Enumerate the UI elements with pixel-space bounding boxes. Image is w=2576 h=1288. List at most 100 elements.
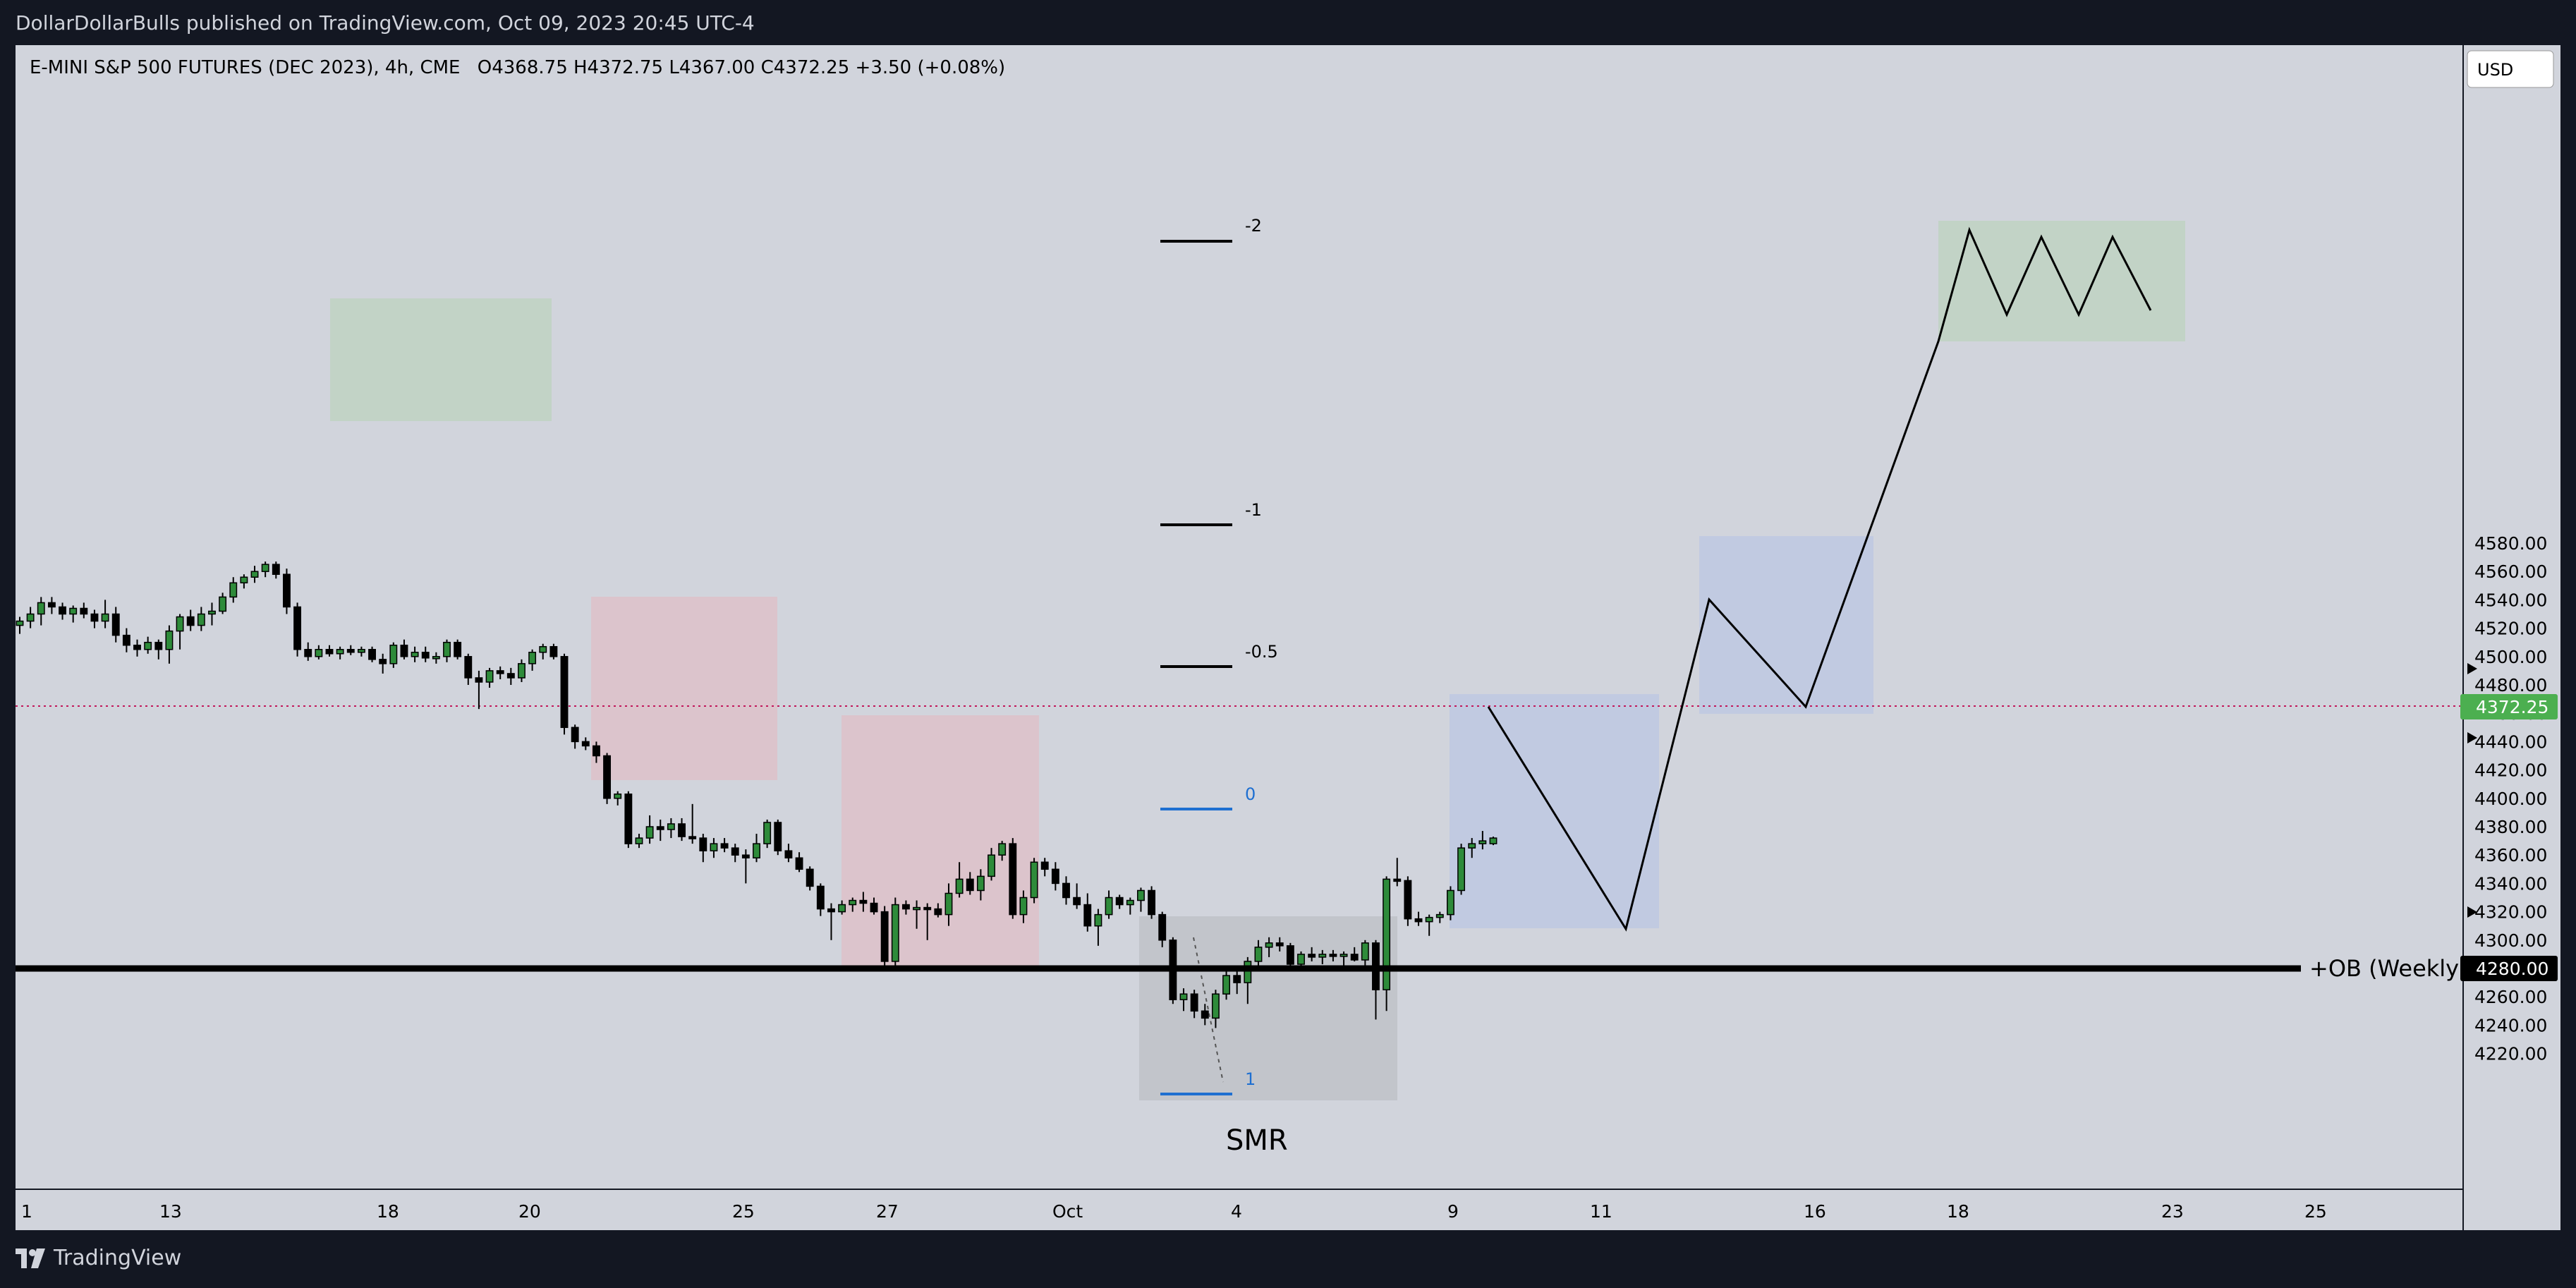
last-price-tag bbox=[2460, 694, 2558, 719]
candle-body bbox=[261, 564, 269, 572]
candle bbox=[379, 653, 387, 674]
candle bbox=[1489, 837, 1497, 846]
candle bbox=[913, 900, 921, 929]
candle bbox=[1040, 858, 1049, 877]
candle bbox=[37, 597, 45, 626]
candle-body bbox=[913, 906, 921, 911]
candle-body bbox=[379, 659, 387, 664]
candle bbox=[1308, 947, 1316, 961]
candle bbox=[1329, 949, 1337, 961]
price-tick-label: 4520.00 bbox=[2474, 619, 2547, 639]
candle-body bbox=[1179, 993, 1188, 1000]
candle bbox=[549, 643, 558, 660]
candle bbox=[1425, 914, 1433, 936]
candle bbox=[293, 602, 302, 657]
candle-body bbox=[59, 606, 66, 615]
candle bbox=[1350, 947, 1359, 961]
candle bbox=[1030, 858, 1038, 904]
candle-body bbox=[80, 607, 88, 615]
candle bbox=[635, 834, 643, 849]
candle-body bbox=[464, 656, 473, 679]
candle bbox=[261, 561, 269, 578]
candle-body bbox=[645, 826, 654, 839]
price-tick-label: 4580.00 bbox=[2474, 533, 2547, 554]
candle bbox=[838, 900, 846, 915]
candle bbox=[1457, 844, 1466, 895]
price-axis[interactable]: 4220.00 4240.00 4260.00 4280.00 4300.00 4320.… bbox=[2474, 533, 2547, 1064]
candle-body bbox=[240, 576, 248, 584]
candle bbox=[80, 602, 88, 619]
candle-body bbox=[325, 649, 334, 655]
candle-body bbox=[1073, 897, 1081, 906]
currency-button[interactable] bbox=[2467, 50, 2554, 88]
candle bbox=[101, 600, 109, 628]
fib-label-0: 0 bbox=[1245, 784, 1256, 804]
candle-body bbox=[400, 644, 408, 657]
candle bbox=[111, 607, 120, 643]
candle-body bbox=[859, 899, 868, 904]
candle bbox=[1062, 876, 1070, 905]
time-tick-label: 13 bbox=[159, 1201, 182, 1222]
candlestick-chart[interactable]: -2 -1 -0.5 0 1 +OB (Weekly) SMR E-MINI S… bbox=[16, 45, 2560, 1230]
candle-body bbox=[1297, 954, 1305, 965]
candle bbox=[1478, 831, 1487, 850]
candle-body bbox=[1051, 868, 1059, 885]
candle bbox=[560, 653, 569, 735]
candle bbox=[923, 903, 932, 940]
candle-body bbox=[1286, 945, 1294, 965]
time-axis[interactable]: 1 13 18 20 25 27 Oct 4 9 11 16 18 23 25 bbox=[21, 1201, 2327, 1222]
candle bbox=[1094, 909, 1102, 946]
candle-body bbox=[1308, 954, 1316, 958]
candle bbox=[1244, 956, 1252, 1004]
candle bbox=[90, 609, 99, 628]
candle-body bbox=[1244, 961, 1252, 983]
candle-body bbox=[710, 843, 718, 851]
time-tick-label: 18 bbox=[1947, 1201, 1969, 1222]
candle bbox=[539, 643, 547, 660]
chart-area[interactable]: -2 -1 -0.5 0 1 +OB (Weekly) SMR E-MINI S… bbox=[16, 45, 2560, 1230]
candle bbox=[421, 646, 430, 662]
candle-body bbox=[998, 843, 1007, 856]
candle-body bbox=[176, 616, 184, 632]
candle-body bbox=[699, 837, 707, 851]
candle-body bbox=[1318, 954, 1327, 958]
candle-body bbox=[133, 644, 141, 650]
candle-body bbox=[111, 613, 120, 636]
candle bbox=[753, 834, 760, 863]
candle-body bbox=[496, 670, 504, 674]
candle-body bbox=[101, 613, 109, 622]
candle bbox=[891, 897, 899, 968]
candle bbox=[304, 642, 312, 661]
candle-body bbox=[849, 899, 857, 906]
currency-label: USD bbox=[2477, 60, 2513, 80]
candle-body bbox=[1468, 843, 1476, 849]
candle bbox=[144, 636, 152, 654]
candle-body bbox=[1233, 975, 1241, 983]
candle bbox=[1435, 911, 1444, 923]
candle bbox=[667, 818, 675, 839]
footer-bar: TradingView bbox=[0, 1230, 2576, 1288]
candle-body bbox=[90, 613, 99, 622]
candle bbox=[1447, 886, 1454, 921]
price-arrow-2 bbox=[2467, 732, 2477, 743]
candle bbox=[315, 645, 323, 660]
fib-label-1: 1 bbox=[1245, 1069, 1256, 1089]
candle bbox=[678, 818, 686, 842]
candle bbox=[219, 593, 227, 614]
candle bbox=[656, 819, 664, 842]
candle bbox=[571, 724, 579, 749]
time-tick-label: 23 bbox=[2161, 1201, 2184, 1222]
candle-body bbox=[774, 822, 782, 851]
time-tick-label: 20 bbox=[518, 1201, 541, 1222]
ohlc-summary: O4368.75 H4372.75 L4367.00 C4372.25 +3.5… bbox=[478, 57, 1005, 78]
candle-body bbox=[1265, 942, 1273, 948]
candle bbox=[1148, 886, 1156, 919]
candle-body bbox=[208, 610, 216, 615]
candle-body bbox=[688, 836, 697, 839]
candle bbox=[1009, 838, 1017, 919]
candle bbox=[59, 602, 66, 620]
candle bbox=[1318, 949, 1327, 964]
candle-body bbox=[1489, 837, 1497, 844]
candle bbox=[1126, 897, 1134, 915]
candle-body bbox=[47, 602, 56, 608]
